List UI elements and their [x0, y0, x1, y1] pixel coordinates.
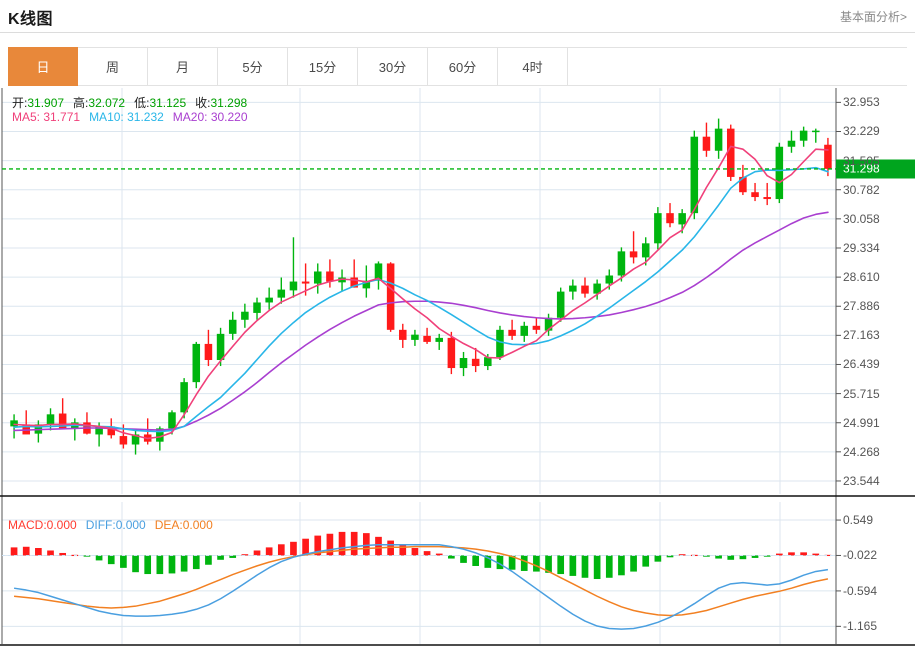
tab-5[interactable]: 30分	[358, 47, 428, 86]
price-axis-tick: 24.991	[843, 415, 880, 430]
period-tab-bar: 日周月 5分 15分 30分 60分 4时	[8, 47, 907, 86]
open-value: 31.907	[27, 96, 65, 110]
close-label: 收:	[195, 96, 211, 110]
page-header: K线图 基本面分析>	[0, 0, 915, 33]
price-axis-tick: 27.886	[843, 299, 880, 314]
macd-value: 0.000	[46, 518, 77, 532]
macd-label: MACD:	[8, 518, 47, 532]
price-axis-tick: 31.505	[843, 153, 880, 168]
candlestick-plot	[0, 88, 915, 646]
tab-1[interactable]: 周	[78, 47, 148, 86]
low-value: 31.125	[149, 96, 187, 110]
tab-bar-filler	[568, 47, 907, 86]
tab-6[interactable]: 60分	[428, 47, 498, 86]
diff-value: 0.000	[115, 518, 146, 532]
ma5-label: MA5:	[12, 110, 41, 124]
ohlc-legend: 开:31.907 高:32.072 低:31.125 收:31.298	[12, 94, 247, 111]
price-axis-tick: 23.544	[843, 473, 880, 488]
dea-label: DEA:	[154, 518, 183, 532]
ma5-value: 31.771	[43, 110, 81, 124]
price-axis-tick: 24.268	[843, 444, 880, 459]
tab-3[interactable]: 5分	[218, 47, 288, 86]
tab-7[interactable]: 4时	[498, 47, 568, 86]
ma20-value: 30.220	[210, 110, 248, 124]
macd-legend: MACD:0.000 DIFF:0.000 DEA:0.000	[8, 518, 213, 532]
macd-axis-tick: -0.022	[843, 548, 878, 563]
price-axis-tick: 27.163	[843, 328, 880, 343]
macd-axis-tick: -1.165	[843, 619, 878, 634]
ma10-value: 31.232	[127, 110, 164, 124]
macd-axis-tick: 0.549	[843, 513, 874, 528]
price-axis-tick: 28.610	[843, 270, 880, 285]
low-label: 低:	[134, 96, 150, 110]
diff-label: DIFF:	[85, 518, 116, 532]
fundamental-analysis-link[interactable]: 基本面分析>	[839, 10, 907, 24]
price-axis-tick: 32.229	[843, 124, 880, 139]
price-axis-tick: 25.715	[843, 386, 880, 401]
current-price-badge: 31.298	[836, 159, 915, 179]
ma20-label: MA20:	[172, 110, 208, 124]
price-axis-tick: 26.439	[843, 357, 880, 372]
dea-value: 0.000	[182, 518, 213, 532]
page-title: K线图	[8, 11, 54, 28]
tab-2[interactable]: 月	[148, 47, 218, 86]
close-value: 31.298	[210, 96, 248, 110]
price-axis-tick: 32.953	[843, 95, 880, 110]
macd-axis-tick: -0.594	[843, 583, 878, 598]
tab-4[interactable]: 15分	[288, 47, 358, 86]
chart-area[interactable]: 开:31.907 高:32.072 低:31.125 收:31.298 MA5: 31…	[0, 88, 915, 647]
tab-0[interactable]: 日	[8, 47, 78, 86]
moving-average-legend: MA5: 31.771 MA10: 31.232 MA20: 30.220	[12, 110, 248, 124]
ma10-label: MA10:	[89, 110, 124, 124]
price-axis-tick: 30.782	[843, 182, 880, 197]
open-label: 开:	[12, 96, 28, 110]
high-label: 高:	[73, 96, 89, 110]
high-value: 32.072	[88, 96, 126, 110]
price-axis-tick: 29.334	[843, 240, 880, 255]
price-axis-tick: 30.058	[843, 211, 880, 226]
